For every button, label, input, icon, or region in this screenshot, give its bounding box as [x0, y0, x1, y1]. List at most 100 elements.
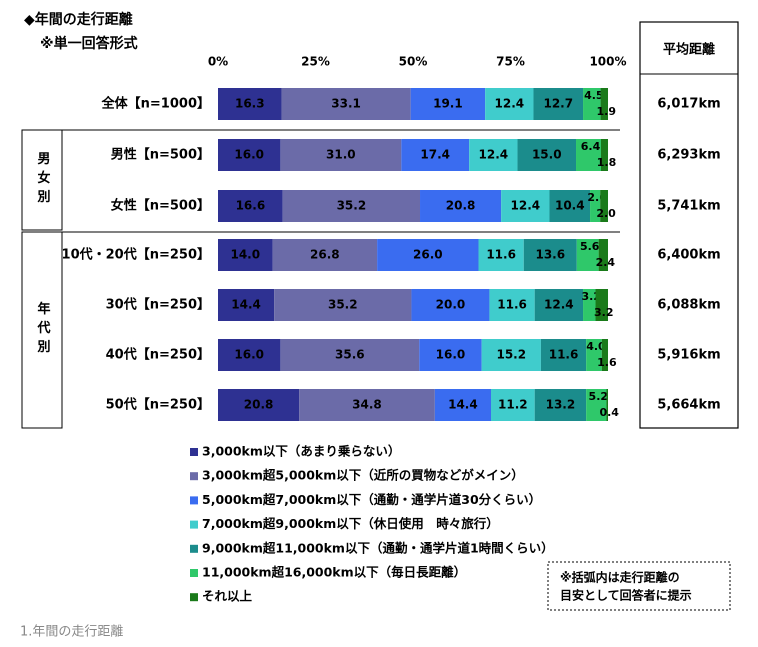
value-label: 5.6: [580, 240, 600, 253]
bar-segment: [576, 239, 599, 271]
value-label: 11.6: [549, 348, 579, 362]
value-label: 26.8: [310, 248, 340, 262]
value-label: 14.4: [231, 298, 261, 312]
x-tick-label: 25%: [301, 55, 330, 69]
legend-label: 3,000km以下（あまり乗らない）: [202, 444, 400, 459]
value-label: 12.4: [479, 148, 509, 162]
bar-segment: [586, 389, 607, 421]
value-label: 34.8: [352, 398, 382, 412]
x-tick-label: 75%: [496, 55, 525, 69]
bar-segment: [419, 339, 482, 371]
bar-segment: [540, 339, 587, 371]
value-label: 35.2: [328, 298, 358, 312]
bar-segment: [501, 190, 550, 222]
value-label: 17.4: [420, 148, 450, 162]
value-label: 4.5: [584, 89, 604, 102]
bar-segment: [485, 88, 534, 120]
value-label: 20.8: [244, 398, 274, 412]
value-label: 16.0: [436, 348, 466, 362]
bar-segment: [282, 190, 421, 222]
x-tick-label: 100%: [589, 55, 626, 69]
value-label: 20.0: [436, 298, 466, 312]
bar-segment: [274, 289, 412, 321]
legend-swatch: [190, 496, 198, 505]
average-value: 6,017km: [657, 97, 720, 112]
group-label: 年代別: [35, 301, 52, 359]
value-label: 5.2: [589, 390, 609, 403]
bar-segment: [590, 190, 601, 222]
group-label: 男女別: [35, 152, 52, 209]
bar-segment: [218, 239, 273, 271]
legend-swatch: [190, 472, 198, 481]
value-label: 12.4: [511, 199, 541, 213]
legend-swatch: [190, 520, 198, 529]
legend-label: 5,000km超7,000km以下（通勤・通学片道30分くらい）: [202, 492, 541, 507]
bar-segment: [469, 139, 518, 171]
bar-segment: [299, 389, 435, 421]
value-label: 1.6: [597, 356, 617, 369]
value-label: 13.2: [546, 398, 576, 412]
bar-segment: [600, 190, 608, 222]
value-label: 15.0: [532, 148, 562, 162]
x-tick-label: 50%: [399, 55, 428, 69]
bar-segment: [534, 389, 587, 421]
value-label: 11.2: [498, 398, 528, 412]
value-label: 0.4: [599, 406, 619, 419]
bar-segment: [420, 190, 502, 222]
legend-label: 7,000km超9,000km以下（休日使用 時々旅行）: [202, 516, 499, 531]
bar-segment: [218, 139, 281, 171]
bar-segment: [600, 139, 608, 171]
average-value: 6,400km: [657, 248, 720, 263]
value-label: 35.2: [337, 199, 367, 213]
value-label: 20.8: [446, 199, 476, 213]
bar-segment: [272, 239, 378, 271]
bar-segment: [281, 88, 411, 120]
bar-segment: [489, 289, 535, 321]
bar-segment: [218, 88, 282, 120]
bar-segment: [517, 139, 577, 171]
value-label: 2.4: [596, 256, 616, 269]
legend-swatch: [190, 593, 198, 602]
value-label: 1.8: [597, 156, 617, 169]
bar-segment: [598, 239, 608, 271]
bar-segment: [218, 190, 283, 222]
bar-segment: [377, 239, 479, 271]
caption: 1.年間の走行距離: [20, 625, 123, 640]
value-label: 4.0: [586, 340, 606, 353]
bar-segment: [434, 389, 491, 421]
legend-swatch: [190, 448, 198, 456]
value-label: 11.6: [486, 248, 516, 262]
value-label: 26.0: [413, 248, 443, 262]
value-label: 16.6: [236, 199, 266, 213]
value-label: 16.0: [234, 348, 264, 362]
average-box: [639, 21, 739, 429]
bar-segment: [280, 339, 420, 371]
chart-title: ◆年間の走行距離: [24, 11, 133, 28]
bar-segment: [576, 139, 601, 171]
value-label: 14.4: [448, 398, 478, 412]
bar-segment: [411, 289, 490, 321]
legend-label: 3,000km超5,000km以下（近所の買物などがメイン）: [202, 468, 524, 483]
bar-segment: [533, 88, 584, 120]
average-value: 5,741km: [657, 199, 720, 214]
bar-segment: [491, 389, 535, 421]
bar-segment: [601, 339, 608, 371]
bar-segment: [595, 289, 608, 321]
value-label: 13.6: [535, 248, 565, 262]
legend-label: それ以上: [202, 589, 253, 604]
bar-segment: [583, 88, 601, 120]
value-label: 12.4: [495, 97, 525, 111]
legend-swatch: [190, 544, 198, 553]
average-value: 5,664km: [657, 398, 720, 413]
category-label: 女性【n=500】: [111, 198, 210, 214]
bar-segment: [534, 289, 584, 321]
average-value: 6,293km: [657, 148, 720, 163]
x-tick-label: 0%: [208, 55, 228, 69]
value-label: 16.3: [235, 97, 265, 111]
bar-segment: [218, 289, 275, 321]
legend-swatch: [190, 569, 198, 577]
category-label: 50代【n=250】: [106, 397, 210, 413]
note: 目安として回答者に提示: [560, 588, 692, 603]
value-label: 12.7: [543, 97, 573, 111]
